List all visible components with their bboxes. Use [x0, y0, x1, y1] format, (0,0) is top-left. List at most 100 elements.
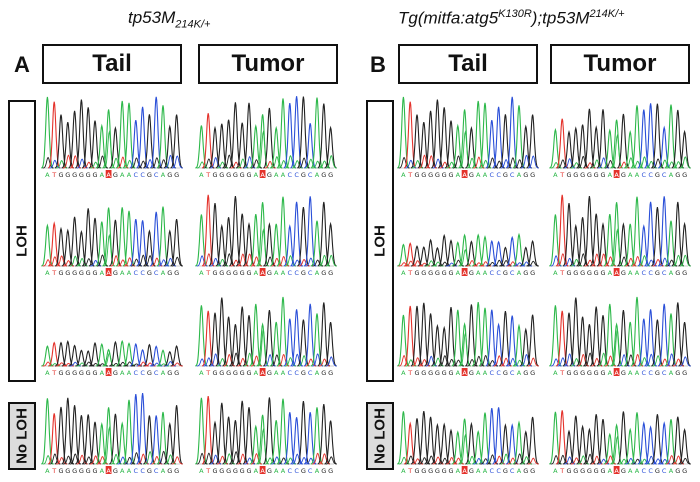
chromatogram-a-tumor-3-secondary-peak-9 — [251, 355, 262, 367]
chromatogram-b-tumor-4-peak-19 — [671, 416, 685, 465]
chromatogram-b-tail-3-peak-17 — [505, 315, 519, 367]
chromatogram-a-tumor-3-peak-19 — [317, 302, 331, 367]
chromatogram-a-tail-2-base-call-4: G — [65, 269, 70, 277]
chromatogram-b-tumor-3-base-call-7: G — [594, 369, 599, 377]
chromatogram-a-tail-1-peak-8 — [88, 120, 102, 169]
chromatogram-a-tail-1-peak-4 — [61, 121, 75, 169]
chromatogram-b-tail-2-base-call-12: A — [476, 269, 481, 277]
chromatogram-a-tumor-2-base-call-3: G — [212, 269, 217, 277]
chromatogram-a-tail-3-base-call-9: A — [100, 369, 105, 377]
chromatogram-a-tail-3-secondary-peak-20 — [171, 362, 183, 367]
chromatogram-a-tumor-3-peak-18 — [310, 313, 324, 367]
chromatogram-a-tumor-3-peak-14 — [283, 318, 297, 367]
chromatogram-a-tail-4-peak-7 — [81, 414, 95, 465]
chromatogram-a-tumor-4-base-call-2: T — [205, 467, 210, 475]
chromatogram-b-tumor-1-base-call-10: A — [614, 171, 619, 179]
chromatogram-b-tail-4-secondary-peak-9 — [453, 457, 464, 465]
chromatogram-b-tail-3-peak-16 — [499, 310, 512, 367]
chromatogram-b-tumor-1-secondary-peak-19 — [673, 161, 684, 169]
chromatogram-a-tumor-2-base-call-10: A — [260, 269, 265, 277]
chromatogram-a-tumor-4-base-call-18: A — [315, 467, 320, 475]
chromatogram-a-tail-3-base-call-16: G — [147, 369, 152, 377]
chromatogram-a-tumor-2-secondary-peak-20 — [325, 254, 337, 267]
panel-a-loh-box: LOH — [8, 100, 36, 382]
chromatogram-a-tumor-4-base-call-7: G — [240, 467, 245, 475]
chromatogram-b-tail-1-base-call-6: G — [435, 171, 440, 179]
chromatogram-a-tail-3-peak-16 — [143, 343, 156, 367]
chromatogram-b-tail-2-base-call-1: A — [401, 269, 406, 277]
chromatogram-b-tail-1-base-call-3: G — [414, 171, 419, 179]
chromatogram-a-tumor-4-secondary-peak-10 — [257, 428, 269, 465]
chromatogram-b-tail-4-base-call-3: G — [414, 467, 419, 475]
chromatogram-a-tumor-2-peak-19 — [317, 201, 331, 267]
chromatogram-a-tumor-1-base-call-9: A — [254, 171, 259, 179]
chromatogram-a-tail-2-peak-8 — [88, 217, 102, 267]
chromatogram-b-tumor-2-base-call-19: G — [675, 269, 680, 277]
chromatogram-a-tail-1-base-call-18: A — [161, 171, 166, 179]
chromatogram-b-tail-4-secondary-peak-20 — [527, 457, 539, 465]
chromatogram-a-tail-2-peak-18 — [156, 206, 170, 267]
chromatogram-a-tail-3-base-call-11: G — [113, 369, 118, 377]
chromatogram-a-tumor-3-base-call-3: G — [212, 369, 217, 377]
chromatogram-b-tail-1-secondary-peak-9 — [453, 155, 464, 169]
chromatogram-b-tumor-1-peak-5 — [576, 124, 589, 169]
chromatogram-a-tail-1-base-call-13: A — [127, 171, 132, 179]
chromatogram-b-tail-4-peak-19 — [519, 430, 533, 465]
chromatogram-b-tumor-1-peak-4 — [569, 126, 583, 169]
chromatogram-a-tail-2-secondary-peak-9 — [97, 254, 108, 267]
chromatogram-b-tail-4-base-call-13: A — [483, 467, 488, 475]
chromatogram-b-tail-4-base-call-10: A — [462, 467, 467, 475]
chromatogram-a-tumor-1-secondary-peak-11 — [264, 160, 276, 169]
chromatogram-a-tumor-2-peak-11 — [263, 222, 276, 267]
chromatogram-a-tail-4-peak-3 — [54, 406, 68, 465]
chromatogram-a-tumor-3-base-call-5: G — [226, 369, 231, 377]
chromatogram-a-tail-1-base-call-16: G — [147, 171, 152, 179]
chromatogram-b-tail-3-peak-11 — [465, 304, 478, 367]
chromatogram-b-tumor-4-base-call-7: G — [594, 467, 599, 475]
chromatogram-b-tumor-1-peak-8 — [596, 109, 610, 169]
chromatogram-b-tumor-2-peak-11 — [617, 222, 630, 267]
chromatogram-b-tumor-3-base-call-8: G — [600, 369, 605, 377]
chromatogram-a-tumor-1-secondary-peak-19 — [319, 160, 330, 169]
chromatogram-a-tail-3-peak-12 — [115, 339, 129, 367]
chromatogram-b-tail-1-peak-3 — [410, 114, 424, 169]
chromatogram-a-tail-1-secondary-peak-8 — [90, 161, 102, 169]
chromatogram-b-tumor-4-peak-12 — [623, 427, 637, 465]
chromatogram-a-tumor-1-peak-11 — [263, 107, 276, 169]
chromatogram-b-tumor-3-peak-11 — [617, 309, 630, 367]
chromatogram-a-tail-4-base-call-20: G — [174, 467, 179, 475]
chromatogram-a-tumor-1-secondary-peak-9 — [251, 159, 262, 169]
chromatogram-a-tail-3-peak-11 — [109, 340, 122, 367]
chromatogram-a-tail-4-peak-1 — [41, 398, 54, 465]
chromatogram-a-tail-4-peak-14 — [129, 394, 143, 465]
chromatogram-b-tail-4-mutation-highlight — [461, 466, 468, 474]
chromatogram-b-tail-4-base-call-4: G — [421, 467, 426, 475]
chromatogram-b-tail-3-base-call-4: G — [421, 369, 426, 377]
chromatogram-b-tumor-1-peak-14 — [637, 109, 651, 169]
chromatogram-a-tumor-1-base-call-6: G — [233, 171, 238, 179]
chromatogram-b-tail-1-base-call-13: A — [483, 171, 488, 179]
chromatogram-a-tail-1-base-call-12: A — [120, 171, 125, 179]
chromatogram-a-tumor-2-mutation-highlight — [259, 268, 266, 276]
chromatogram-b-tumor-3-peak-5 — [576, 316, 589, 367]
chromatogram-a-tail-2-base-call-3: G — [58, 269, 63, 277]
chromatogram-b-tail-3-base-call-1: A — [401, 369, 406, 377]
chromatogram-b-tail-1-peak-20 — [526, 114, 539, 169]
chromatogram-a-tumor-2-base-call-16: G — [301, 269, 306, 277]
chromatogram-b-tumor-1-secondary-peak-9 — [605, 159, 616, 169]
chromatogram-b-tail-3-peak-18 — [512, 323, 526, 367]
chromatogram-b-tumor-1-peak-12 — [623, 129, 637, 169]
chromatogram-b-tumor-3-peak-13 — [630, 296, 644, 367]
chromatogram-b-tail-2-peak-8 — [444, 239, 458, 267]
chromatogram-b-tumor-4-peak-5 — [576, 424, 589, 465]
chromatogram-a-tumor-3-peak-6 — [229, 324, 242, 367]
chromatogram-a-tumor-3-peak-12 — [269, 321, 283, 367]
chromatogram-b-tumor-2-base-call-16: G — [655, 269, 660, 277]
chromatogram-a-tail-1-peak-3 — [54, 114, 68, 169]
chromatogram-b-tail-4-peak-15 — [492, 407, 505, 465]
